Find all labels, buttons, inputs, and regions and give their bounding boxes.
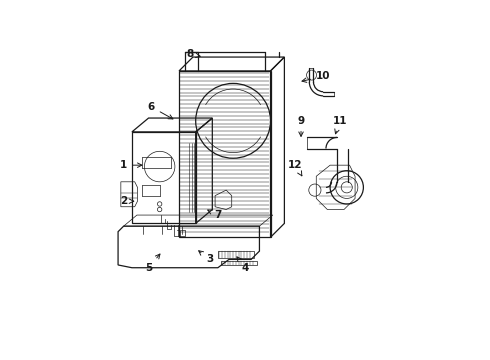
Text: 11: 11	[333, 116, 347, 134]
Text: 4: 4	[237, 257, 249, 273]
Text: 3: 3	[199, 251, 213, 264]
Text: 10: 10	[302, 72, 330, 82]
Text: 8: 8	[187, 49, 200, 59]
Text: 7: 7	[208, 210, 221, 220]
Text: 2: 2	[120, 196, 134, 206]
Text: 6: 6	[147, 102, 173, 119]
Text: 9: 9	[297, 116, 305, 136]
Text: 5: 5	[145, 254, 160, 273]
Text: 12: 12	[288, 160, 303, 176]
Text: 1: 1	[120, 160, 142, 170]
